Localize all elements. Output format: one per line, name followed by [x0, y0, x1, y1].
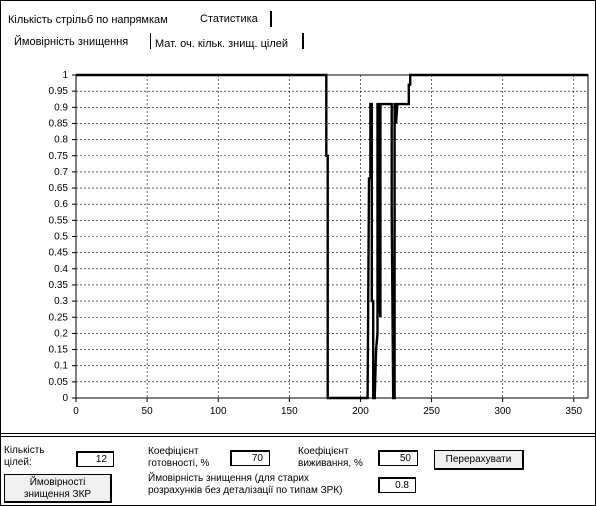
y-tick-label: 0.25 [49, 312, 69, 323]
readiness-label: Коефіцієнт готовності, % [148, 446, 210, 469]
y-tick-label: 0.15 [49, 345, 69, 356]
y-tick-label: 0.55 [49, 215, 69, 226]
x-tick-label: 250 [423, 406, 440, 417]
tab-expected-kills[interactable]: Мат. оч. кільк. знищ. цілей [155, 38, 288, 50]
tab-kill-probability[interactable]: Ймовірність знищення [14, 36, 129, 48]
y-tick-label: 0.65 [49, 183, 69, 194]
survival-label: Коефіцієнт виживання, % [298, 446, 363, 469]
y-tick-label: 0.7 [54, 167, 68, 178]
y-tick-label: 0.85 [49, 118, 69, 129]
recalculate-button[interactable]: Перерахувати [434, 450, 524, 470]
y-tick-label: 0.4 [54, 264, 68, 275]
x-tick-label: 300 [494, 406, 511, 417]
tab-shots-by-direction[interactable]: Кількість стрільб по напрямкам [8, 14, 168, 26]
y-tick-label: 0.6 [54, 199, 68, 210]
probability-series-line [76, 73, 588, 400]
targets-label: Кількість цілей: [4, 445, 45, 468]
y-tick-label: 0.35 [49, 280, 69, 291]
old-calc-input[interactable]: 0.8 [378, 477, 416, 493]
targets-input[interactable]: 12 [76, 451, 114, 467]
tab-statistics[interactable]: Статистика [200, 13, 258, 25]
old-calc-label: Ймовірність знищення (для старих розраху… [148, 473, 343, 496]
tab-separator [270, 11, 272, 27]
zkr-probabilities-button[interactable]: Ймовірності знищення ЗКР [4, 474, 112, 503]
kill-probability-chart: 0 0.05 0.1 0.15 0.2 0.25 0.3 0.35 0.4 0.45 0.5 0.55… [49, 70, 589, 417]
survival-input[interactable]: 50 [378, 450, 418, 466]
x-tick-label: 200 [352, 406, 369, 417]
y-tick-label: 0.9 [54, 102, 68, 113]
y-tick-label: 1 [62, 70, 68, 81]
y-tick-label: 0.1 [54, 361, 68, 372]
readiness-input[interactable]: 70 [230, 450, 270, 466]
y-tick-label: 0.05 [49, 377, 69, 388]
divider-line [0, 433, 596, 434]
x-tick-label: 100 [210, 406, 227, 417]
y-tick-label: 0.2 [54, 328, 68, 339]
y-tick-label: 0.45 [49, 248, 69, 259]
tab-separator [302, 33, 304, 49]
y-tick-label: 0.8 [54, 135, 68, 146]
y-tick-label: 0.3 [54, 296, 68, 307]
y-tick-label: 0.95 [49, 86, 69, 97]
x-tick-label: 50 [142, 406, 154, 417]
x-tick-label: 150 [281, 406, 298, 417]
x-tick-label: 0 [73, 406, 79, 417]
y-tick-label: 0 [62, 393, 68, 404]
y-tick-label: 0.75 [49, 151, 69, 162]
divider-line [0, 436, 596, 437]
tab-separator [150, 33, 151, 49]
y-tick-label: 0.5 [54, 232, 68, 243]
x-tick-label: 350 [565, 406, 582, 417]
